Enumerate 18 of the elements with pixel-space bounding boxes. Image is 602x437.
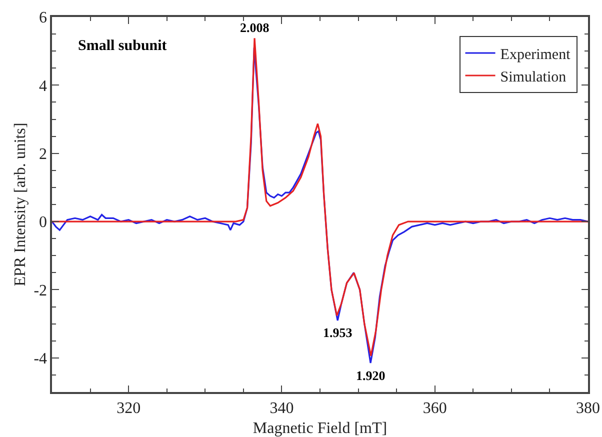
x-axis-title: Magnetic Field [mT] [252,420,388,437]
x-tick-label: 340 [270,400,294,417]
x-tick-label: 380 [576,400,600,417]
legend-label: Experiment [500,46,572,63]
y-tick-label: 0 [39,214,48,232]
y-tick-label: -2 [34,282,48,300]
y-tick-label: 4 [39,78,48,95]
annotation: 1.920 [356,368,386,383]
y-tick-label: -4 [34,350,48,368]
annotation: Small subunit [78,38,167,54]
y-tick-label: 6 [39,10,48,27]
x-tick-label: 360 [422,400,447,417]
y-tick-label: 2 [39,146,48,163]
y-axis-title: EPR Intensity [arb. units] [12,122,30,286]
legend-label: Simulation [500,69,567,86]
annotation: 2.008 [240,20,270,35]
x-tick-label: 320 [116,400,141,417]
annotation: 1.953 [323,325,353,340]
